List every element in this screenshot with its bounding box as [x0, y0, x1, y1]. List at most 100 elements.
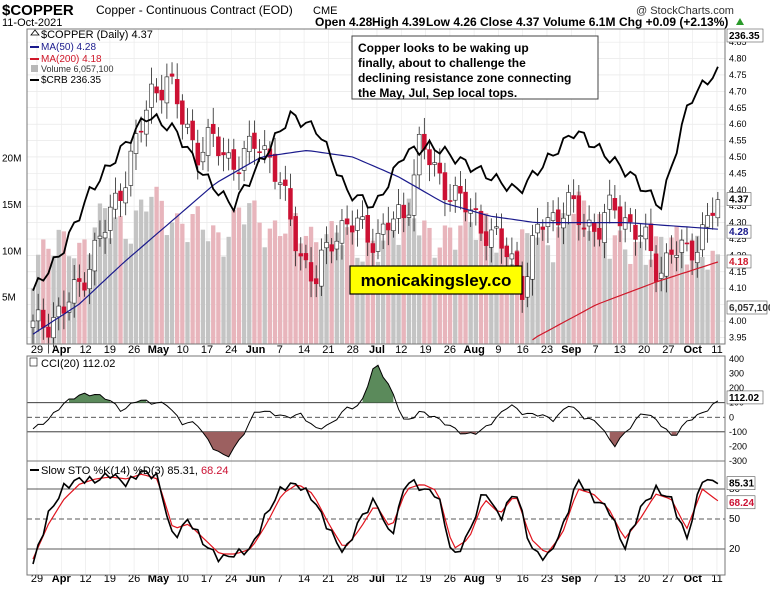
candle-body	[30, 320, 36, 328]
candle-body	[592, 222, 597, 232]
volume-bar	[241, 224, 247, 344]
candle-body	[231, 149, 237, 170]
volume-bar	[324, 234, 329, 344]
price-x-tick-label: 20	[638, 344, 650, 356]
sto-x-tick-label: Aug	[463, 573, 484, 585]
candle-body	[483, 231, 489, 246]
price-tick-label: 4.40	[729, 185, 747, 195]
candle-body	[715, 199, 721, 219]
volume-bar	[180, 223, 185, 344]
candle-body	[71, 279, 77, 304]
cci-legend-swatch	[29, 357, 38, 367]
volume-bar	[586, 230, 592, 344]
price-x-tick-label: 12	[79, 344, 91, 356]
candle-body	[566, 192, 571, 216]
sto-k-tag-label: 85.31	[729, 479, 754, 490]
ma50-line	[32, 149, 718, 335]
candle-body	[679, 239, 685, 253]
candle-body	[262, 145, 267, 150]
volume-bar	[494, 252, 499, 344]
candle-body	[66, 301, 72, 313]
volume-bar	[303, 235, 309, 344]
sto-tick-label: 20	[729, 544, 741, 555]
volume-bar	[262, 247, 267, 344]
volume-bar	[51, 255, 56, 344]
legend-ma50: MA(50) 4.28	[41, 42, 96, 53]
price-x-tick-label: Jul	[369, 344, 385, 356]
sto-x-tick-label: 27	[662, 573, 674, 585]
volume-bar	[159, 200, 164, 344]
sto-x-tick-label: 17	[201, 573, 213, 585]
volume-tick-label: 15M	[2, 200, 21, 211]
volume-bar	[602, 227, 607, 344]
candle-body	[669, 249, 674, 255]
cci-tick-label: 300	[729, 369, 744, 379]
candle-body	[92, 239, 98, 272]
candle-body	[97, 235, 103, 239]
candle-body	[710, 212, 715, 216]
volume-bar	[710, 250, 715, 344]
price-x-tick-label: 11	[711, 344, 722, 356]
candle-body	[622, 217, 628, 230]
candle-body	[509, 253, 515, 260]
candle-body	[499, 228, 504, 249]
candle-body	[576, 195, 582, 226]
volume-bar	[205, 241, 211, 344]
overlay-layer	[32, 66, 719, 341]
price-tick-label: 4.10	[729, 283, 747, 293]
candle-body	[252, 132, 257, 149]
volume-bar	[669, 237, 674, 344]
volume-bar	[113, 217, 118, 344]
candle-body	[241, 148, 247, 171]
price-tick-label: 4.55	[729, 136, 747, 146]
candle-body	[674, 255, 679, 258]
candle-body	[298, 253, 304, 257]
volume-bar	[684, 264, 690, 344]
quote-close: Close 4.37	[480, 15, 540, 29]
volume-bar	[298, 243, 303, 344]
exchange-label: CME	[313, 5, 337, 17]
candle-body	[525, 276, 530, 298]
candle-body	[653, 253, 659, 282]
candle-legend-icon	[30, 29, 40, 36]
candle-body	[705, 215, 710, 228]
cci-negative-fill	[671, 431, 677, 436]
candle-body	[272, 153, 278, 182]
brand-box	[349, 265, 523, 295]
candle-body	[664, 252, 669, 277]
sto-x-tick-label: 26	[444, 573, 456, 585]
candle-body	[370, 243, 376, 253]
sto-layer	[32, 470, 719, 565]
candle-body	[458, 186, 463, 194]
candle-body	[628, 214, 633, 223]
price-x-tick-label: Apr	[52, 344, 72, 356]
volume-bar	[617, 230, 623, 344]
candle-body	[174, 79, 180, 105]
volume-bar	[133, 210, 139, 344]
volume-bar	[514, 249, 520, 344]
volume-bar	[144, 211, 149, 344]
candle-body	[700, 224, 705, 251]
volume-bar	[41, 239, 46, 344]
volume-bar	[252, 200, 257, 344]
candle-body	[684, 242, 690, 245]
candle-body	[581, 227, 587, 230]
cci-title: CCI(20) 112.02	[41, 358, 115, 370]
candle-body	[442, 172, 448, 201]
volume-bar	[705, 269, 710, 344]
candle-body	[205, 127, 211, 156]
candle-body	[77, 278, 82, 282]
candle-body	[56, 305, 62, 318]
cci-tick-label: -200	[729, 441, 747, 451]
candle-body	[427, 149, 432, 166]
price-x-tick-label: 27	[662, 344, 674, 356]
candle-body	[138, 130, 144, 133]
candle-body	[478, 210, 484, 234]
candle-body	[334, 240, 340, 250]
candle-body	[293, 216, 298, 252]
sto-x-tick-label: 12	[79, 573, 91, 585]
volume-bar	[200, 229, 206, 344]
volume-bar	[278, 236, 283, 344]
cci-positive-fill	[135, 400, 147, 403]
candle-body	[540, 226, 546, 230]
